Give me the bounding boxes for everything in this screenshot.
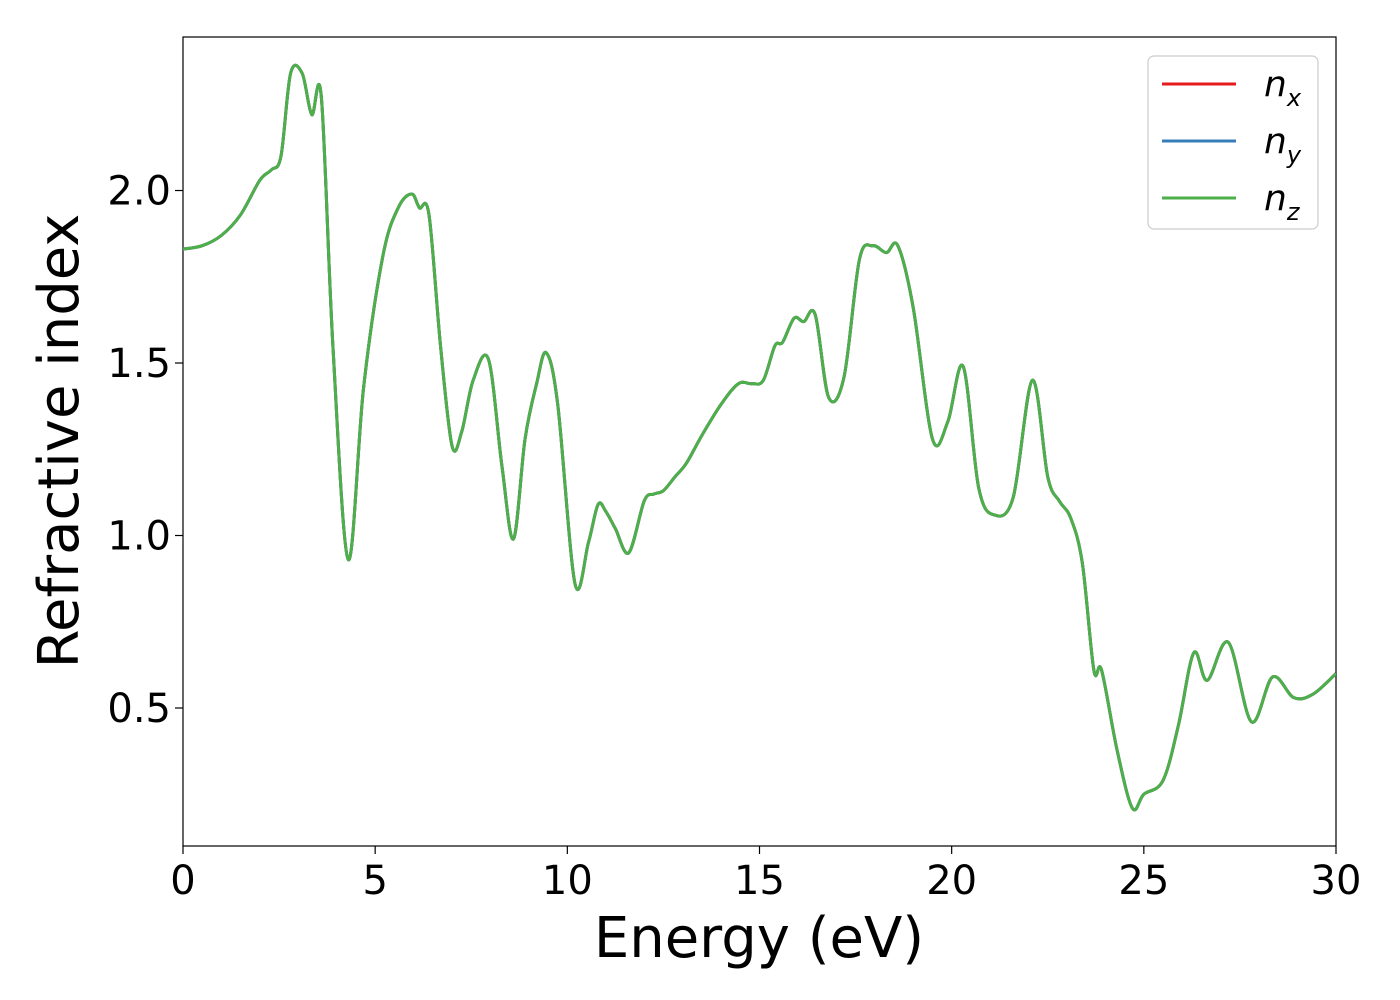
- x-tick-label: 30: [1311, 858, 1362, 904]
- x-axis-title: Energy (eV): [594, 906, 924, 971]
- x-tick-label: 20: [926, 858, 977, 904]
- y-axis-ticks: 0.5 1.0 1.5 2.0: [107, 169, 183, 732]
- x-tick-label: 10: [542, 858, 593, 904]
- x-tick-label: 5: [362, 858, 387, 904]
- series-line-n-z: [183, 63, 1336, 812]
- y-tick-label: 1.0: [107, 514, 171, 560]
- x-axis-ticks: 0 5 10 15 20 25 30: [170, 846, 1361, 904]
- y-tick-label: 0.5: [107, 686, 171, 732]
- y-tick-label: 2.0: [107, 169, 171, 215]
- legend-label-n-z: nz: [1264, 178, 1301, 226]
- y-tick-label: 1.5: [107, 341, 171, 387]
- x-tick-label: 0: [170, 858, 195, 904]
- plot-area: [182, 36, 1337, 847]
- x-tick-label: 15: [734, 858, 785, 904]
- x-tick-label: 25: [1118, 858, 1169, 904]
- y-axis-title: Refractive index: [27, 214, 92, 669]
- series-layer: [183, 63, 1336, 812]
